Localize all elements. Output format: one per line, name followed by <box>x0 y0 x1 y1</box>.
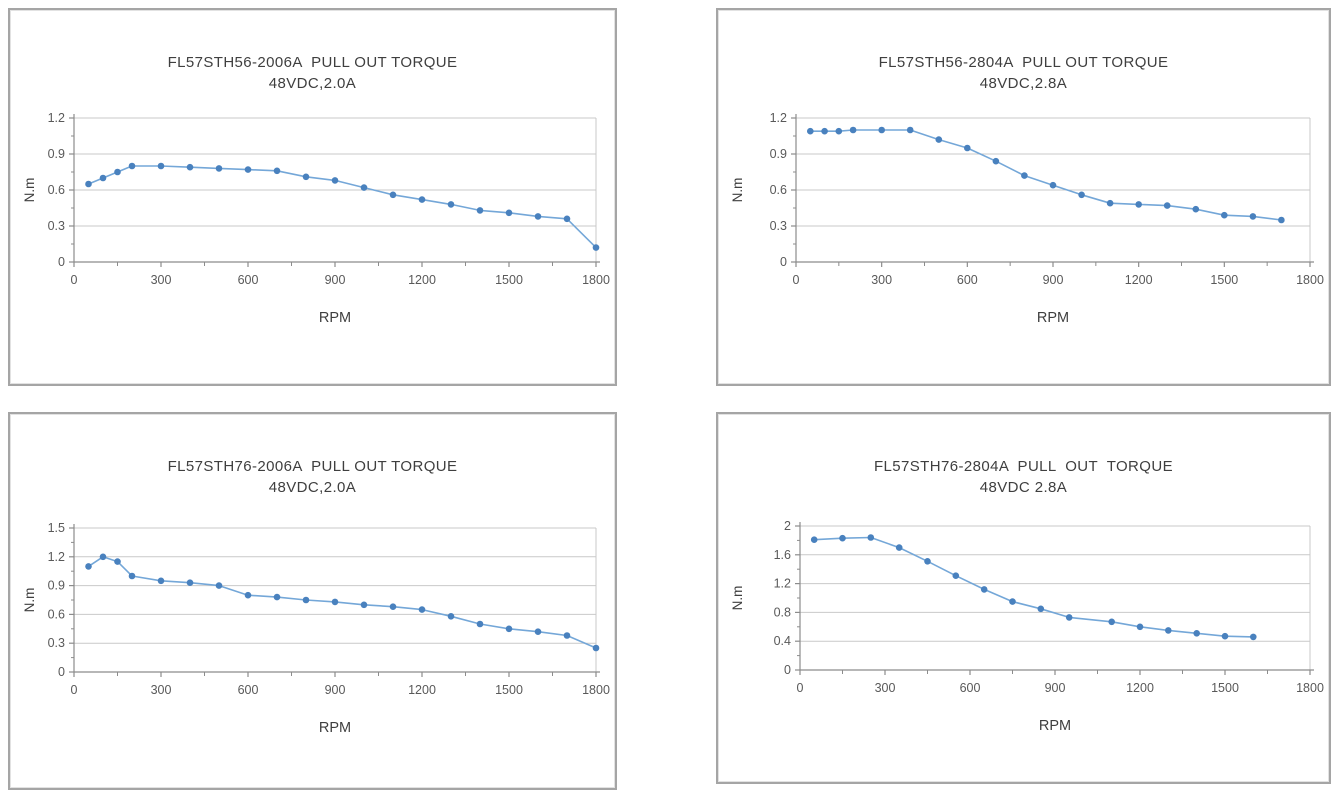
svg-text:1800: 1800 <box>1296 681 1324 695</box>
svg-text:0.6: 0.6 <box>48 183 65 197</box>
svg-text:1.2: 1.2 <box>48 111 65 125</box>
svg-text:0: 0 <box>784 663 791 677</box>
svg-text:900: 900 <box>325 683 346 697</box>
svg-text:N.m: N.m <box>730 586 745 611</box>
svg-text:0.3: 0.3 <box>48 219 65 233</box>
svg-text:1500: 1500 <box>1210 273 1238 287</box>
svg-text:0: 0 <box>780 255 787 269</box>
svg-text:600: 600 <box>238 273 259 287</box>
svg-text:0.9: 0.9 <box>770 147 787 161</box>
svg-text:600: 600 <box>957 273 978 287</box>
svg-text:0.3: 0.3 <box>770 219 787 233</box>
chart-title: FL57STH76-2006A PULL OUT TORQUE <box>167 458 458 475</box>
svg-text:900: 900 <box>325 273 346 287</box>
svg-text:RPM: RPM <box>319 310 351 326</box>
svg-text:1.6: 1.6 <box>774 548 791 562</box>
torque-curve-chart: 0 0.3 0.6 0.9 1.2 1.5 0 300 600 900 1200 1500 1800 N.… <box>22 521 610 736</box>
svg-text:RPM: RPM <box>319 720 351 736</box>
chart-title: FL57STH56-2804A PULL OUT TORQUE <box>878 54 1169 71</box>
svg-text:1500: 1500 <box>495 683 523 697</box>
svg-text:N.m: N.m <box>22 178 37 203</box>
chart-panel-fl57sth56-2006a: FL57STH56-2006A PULL OUT TORQUE 48VDC,2.… <box>8 8 617 386</box>
svg-text:1200: 1200 <box>408 273 436 287</box>
svg-text:RPM: RPM <box>1037 310 1069 326</box>
svg-text:1.5: 1.5 <box>48 521 65 535</box>
svg-text:0: 0 <box>58 255 65 269</box>
svg-text:300: 300 <box>875 681 896 695</box>
chart-panel-fl57sth76-2804a: FL57STH76-2804A PULL OUT TORQUE 48VDC 2.… <box>716 412 1331 784</box>
svg-text:0.6: 0.6 <box>48 607 65 621</box>
svg-text:N.m: N.m <box>730 178 745 203</box>
chart-subtitle: 48VDC,2.0A <box>268 75 357 92</box>
torque-curve-chart: 0 0.3 0.6 0.9 1.2 0 300 600 900 1200 1500 1800 N.m RP… <box>22 111 610 326</box>
chart-subtitle: 48VDC,2.0A <box>268 479 357 496</box>
svg-text:1800: 1800 <box>582 683 610 697</box>
svg-text:1200: 1200 <box>408 683 436 697</box>
chart-subtitle: 48VDC,2.8A <box>979 75 1068 92</box>
svg-text:300: 300 <box>151 683 172 697</box>
chart-title: FL57STH56-2006A PULL OUT TORQUE <box>167 54 458 71</box>
svg-text:1500: 1500 <box>495 273 523 287</box>
svg-text:2: 2 <box>784 519 791 533</box>
svg-text:1800: 1800 <box>582 273 610 287</box>
torque-curve-chart: 0 0.4 0.8 1.2 1.6 2 0 300 600 900 1200 1500 1800 N.m R… <box>730 519 1324 734</box>
svg-text:900: 900 <box>1043 273 1064 287</box>
chart-panel-fl57sth56-2804a: FL57STH56-2804A PULL OUT TORQUE 48VDC,2.… <box>716 8 1331 386</box>
chart-subtitle: 48VDC 2.8A <box>979 479 1068 496</box>
chart-panel-fl57sth76-2006a: FL57STH76-2006A PULL OUT TORQUE 48VDC,2.… <box>8 412 617 790</box>
svg-text:RPM: RPM <box>1039 718 1071 734</box>
svg-text:0.3: 0.3 <box>48 636 65 650</box>
svg-text:0: 0 <box>71 273 78 287</box>
svg-text:1.2: 1.2 <box>48 550 65 564</box>
chart-title: FL57STH76-2804A PULL OUT TORQUE <box>873 458 1173 475</box>
torque-curve-chart: 0 0.3 0.6 0.9 1.2 0 300 600 900 1200 1500 1800 N.m RP… <box>730 111 1324 326</box>
svg-text:300: 300 <box>151 273 172 287</box>
svg-text:1800: 1800 <box>1296 273 1324 287</box>
svg-text:900: 900 <box>1045 681 1066 695</box>
svg-text:0.9: 0.9 <box>48 579 65 593</box>
svg-text:0.9: 0.9 <box>48 147 65 161</box>
svg-text:1500: 1500 <box>1211 681 1239 695</box>
svg-text:0: 0 <box>58 665 65 679</box>
svg-text:600: 600 <box>960 681 981 695</box>
svg-text:0.8: 0.8 <box>774 605 791 619</box>
svg-text:0.4: 0.4 <box>774 634 791 648</box>
svg-text:0: 0 <box>793 273 800 287</box>
svg-text:1.2: 1.2 <box>770 111 787 125</box>
svg-text:600: 600 <box>238 683 259 697</box>
svg-text:1200: 1200 <box>1125 273 1153 287</box>
svg-text:0: 0 <box>71 683 78 697</box>
svg-text:N.m: N.m <box>22 588 37 613</box>
svg-text:1200: 1200 <box>1126 681 1154 695</box>
svg-text:300: 300 <box>871 273 892 287</box>
svg-text:0: 0 <box>797 681 804 695</box>
svg-text:0.6: 0.6 <box>770 183 787 197</box>
svg-text:1.2: 1.2 <box>774 577 791 591</box>
